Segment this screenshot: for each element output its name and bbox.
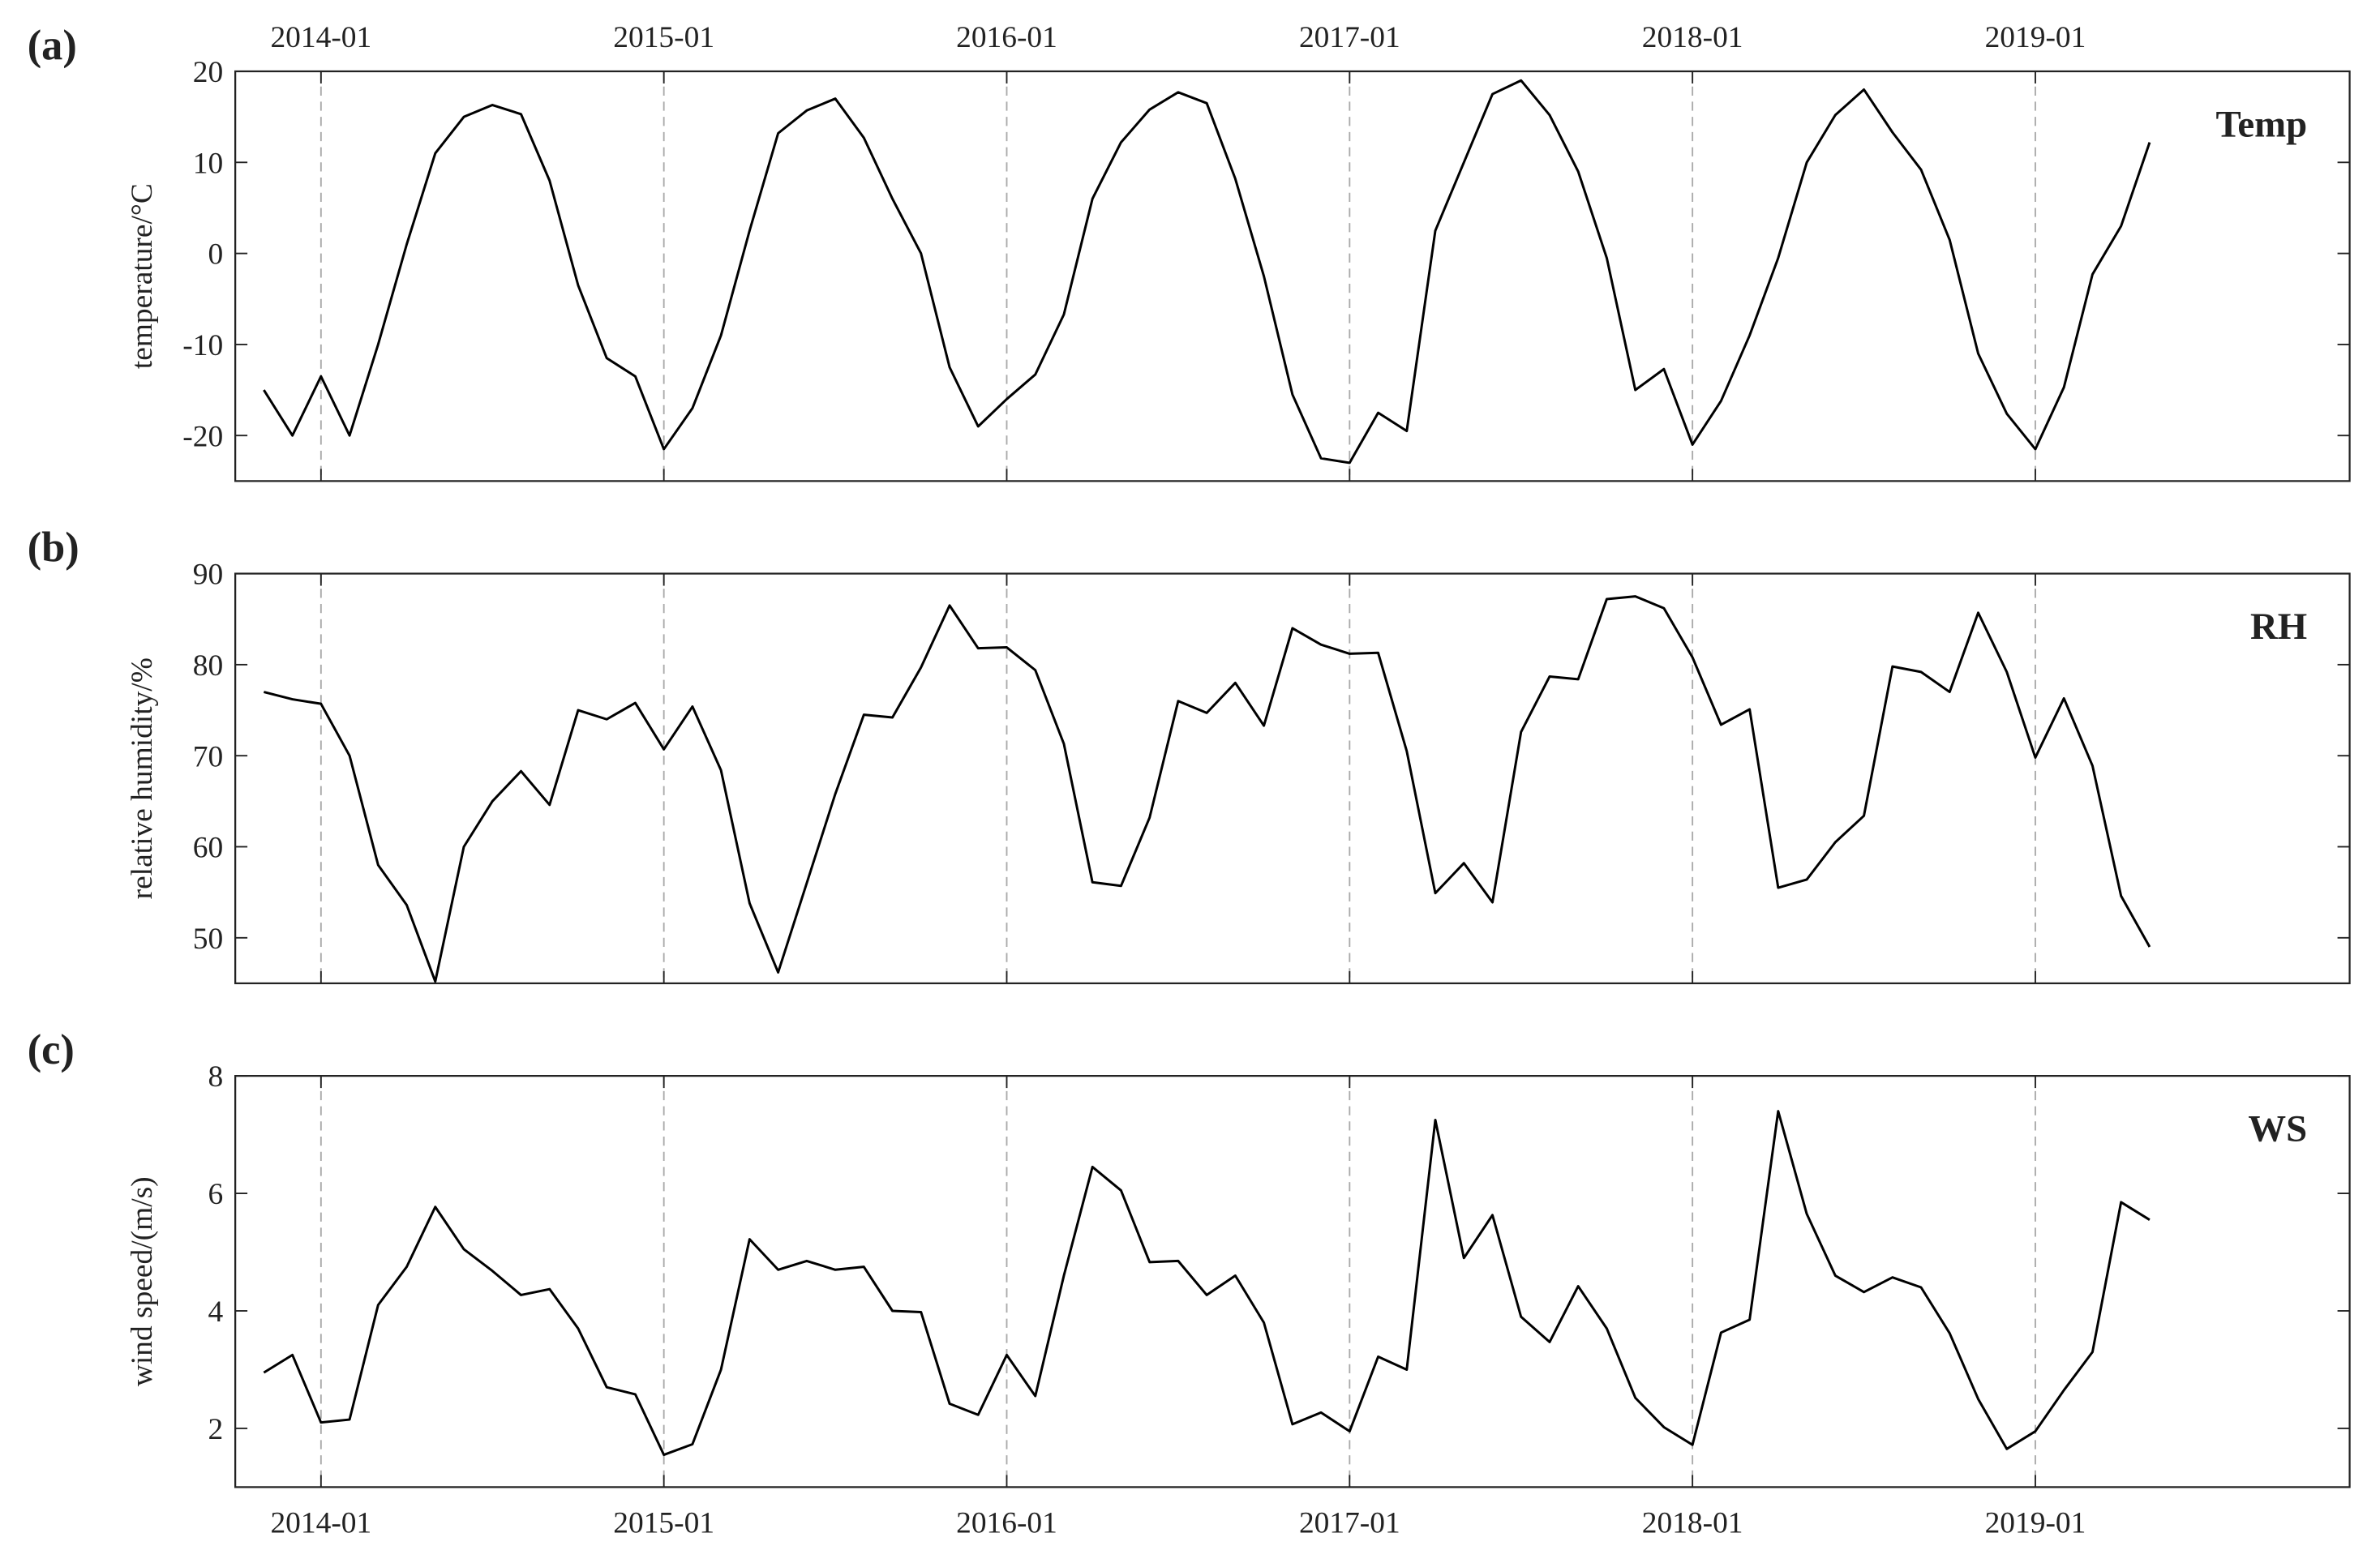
y-tick-label: 90: [193, 559, 223, 592]
plot-frame: [234, 1075, 2351, 1488]
y-tick-label: 80: [193, 649, 223, 683]
plot-frame: [234, 572, 2351, 985]
x-tick-label: 2018-01: [1642, 21, 1743, 54]
y-tick-label: 10: [193, 147, 223, 180]
x-tick-label: 2014-01: [270, 1507, 371, 1540]
data-line: [263, 1110, 2151, 1457]
y-tick-label: -10: [182, 329, 223, 362]
data-line: [263, 595, 2151, 983]
x-tick-label: 2017-01: [1299, 21, 1400, 54]
panel-label: (b): [28, 525, 79, 572]
x-tick-label: 2015-01: [613, 1507, 714, 1540]
y-tick-label: 2: [208, 1413, 223, 1446]
y-tick-label: 60: [193, 832, 223, 865]
y-tick-label: 70: [193, 740, 223, 773]
y-axis-label: wind speed/(m/s): [126, 1176, 159, 1386]
panel-label: (c): [28, 1026, 75, 1073]
y-tick-label: -20: [182, 420, 223, 453]
x-tick-label: 2019-01: [1985, 21, 2086, 54]
data-line: [263, 79, 2151, 465]
y-tick-label: 50: [193, 923, 223, 956]
y-axis-label: temperature/°C: [126, 183, 159, 369]
annotation: WS: [2248, 1108, 2307, 1150]
plot-frame: [234, 70, 2351, 482]
x-tick-label: 2019-01: [1985, 1507, 2086, 1540]
x-tick-label: 2016-01: [956, 21, 1057, 54]
y-tick-label: 20: [193, 56, 223, 89]
x-tick-label: 2014-01: [270, 21, 371, 54]
y-axis-label: relative humidity/%: [126, 657, 159, 899]
y-tick-label: 6: [208, 1178, 223, 1211]
x-tick-label: 2017-01: [1299, 1507, 1400, 1540]
x-tick-label: 2015-01: [613, 21, 714, 54]
annotation: RH: [2250, 606, 2307, 648]
annotation: Temp: [2215, 103, 2307, 145]
y-tick-label: 4: [208, 1295, 223, 1329]
x-tick-label: 2016-01: [956, 1507, 1057, 1540]
x-tick-label: 2018-01: [1642, 1507, 1743, 1540]
y-tick-label: 0: [208, 238, 223, 272]
y-tick-label: 8: [208, 1060, 223, 1094]
panel-label: (a): [28, 22, 77, 69]
